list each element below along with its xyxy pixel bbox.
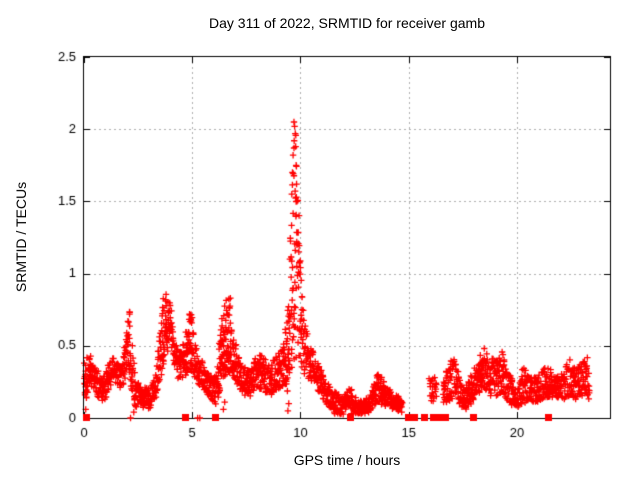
x-axis-label: GPS time / hours bbox=[293, 452, 401, 468]
y-axis-label: SRMTID / TECUs bbox=[13, 181, 29, 293]
chart-title: Day 311 of 2022, SRMTID for receiver gam… bbox=[209, 15, 485, 31]
